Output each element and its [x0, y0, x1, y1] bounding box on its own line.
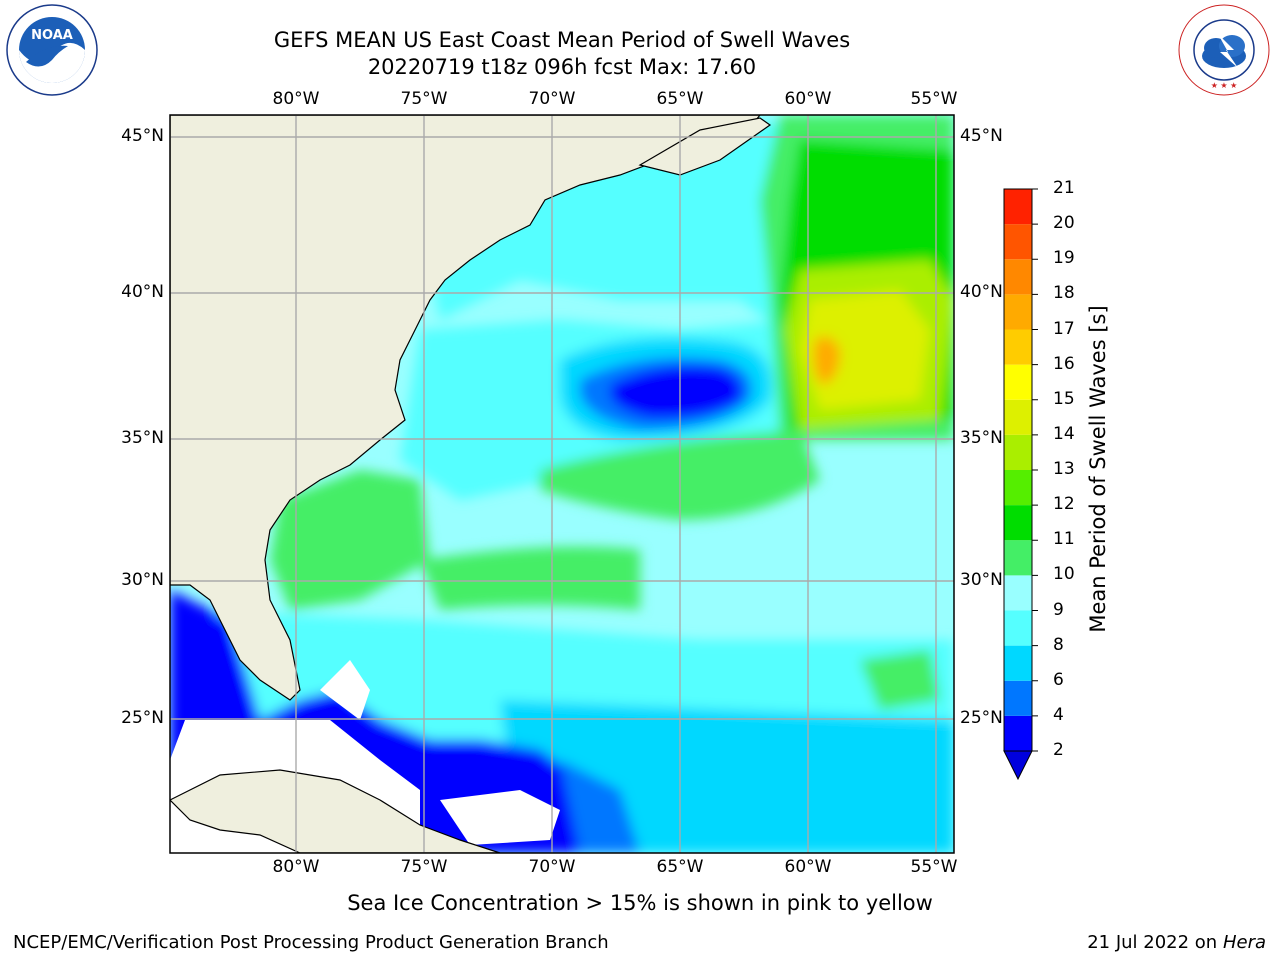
colorbar-segment — [1004, 540, 1032, 576]
lat-label-right: 35°N — [960, 428, 1003, 448]
footer-host: Hera — [1222, 932, 1266, 953]
lat-label-right: 45°N — [960, 126, 1003, 146]
sea-ice-note: Sea Ice Concentration > 15% is shown in … — [347, 891, 933, 915]
land-cuba — [170, 769, 501, 853]
colorbar-segment — [1004, 399, 1032, 435]
colorbar-segment — [1004, 329, 1032, 365]
colorbar-tick-label: 20 — [1053, 213, 1075, 234]
colorbar-tick-label: 21 — [1053, 178, 1075, 198]
lon-label-top: 80°W — [272, 89, 320, 109]
footer-credit: NCEP/EMC/Verification Post Processing Pr… — [13, 932, 609, 953]
lon-label-bottom: 65°W — [656, 857, 704, 877]
noaa-logo: NOAA — [6, 4, 98, 96]
colorbar-segment — [1004, 575, 1032, 611]
svg-text:★ ★ ★: ★ ★ ★ — [1211, 81, 1238, 90]
nws-logo: ★ ★ ★ — [1178, 4, 1270, 96]
map-frame — [169, 114, 955, 854]
lat-label-right: 40°N — [960, 282, 1003, 302]
colorbar — [1003, 188, 1038, 781]
lon-label-top: 65°W — [656, 89, 704, 109]
colorbar-under-arrow — [1003, 750, 1033, 781]
lat-label-left: 25°N — [121, 708, 164, 728]
colorbar-segment — [1004, 505, 1032, 541]
map-subtitle: 20220719 t18z 096h fcst Max: 17.60 — [367, 55, 757, 79]
colorbar-tick-label: 13 — [1053, 459, 1075, 479]
colorbar-segment — [1004, 189, 1032, 225]
lon-label-top: 70°W — [528, 89, 576, 109]
colorbar-tick-label: 19 — [1053, 248, 1075, 269]
lon-label-bottom: 55°W — [910, 857, 958, 877]
colorbar-segment — [1004, 294, 1032, 330]
colorbar-tick-label: 11 — [1053, 529, 1075, 550]
colorbar-tick-label: 12 — [1053, 494, 1075, 515]
lon-label-bottom: 80°W — [272, 857, 320, 877]
colorbar-tick-label: 8 — [1053, 634, 1064, 655]
lon-label-bottom: 75°W — [400, 857, 448, 877]
colorbar-segment — [1004, 470, 1032, 506]
lon-label-bottom: 70°W — [528, 857, 576, 877]
lat-label-left: 45°N — [121, 126, 164, 146]
colorbar-segment — [1004, 645, 1032, 681]
lon-label-top: 55°W — [910, 89, 958, 109]
graticule — [170, 115, 954, 853]
colorbar-label: Mean Period of Swell Waves [s] — [1086, 305, 1110, 633]
lat-label-left: 35°N — [121, 428, 164, 448]
swell-field — [170, 115, 954, 853]
map-title: GEFS MEAN US East Coast Mean Period of S… — [273, 28, 851, 52]
colorbar-segment — [1004, 715, 1032, 751]
colorbar-tick-label: 15 — [1053, 388, 1075, 409]
lon-label-bottom: 60°W — [784, 857, 832, 877]
noaa-logo-text: NOAA — [31, 28, 73, 43]
lon-label-top: 60°W — [784, 89, 832, 109]
colorbar-tick-label: 16 — [1053, 353, 1075, 374]
colorbar-tick-label: 4 — [1053, 704, 1064, 725]
colorbar-tick-label: 6 — [1053, 669, 1064, 690]
lon-label-top: 75°W — [400, 89, 448, 109]
footer-date-text: 21 Jul 2022 on — [1087, 932, 1223, 953]
land-north-america — [170, 115, 761, 701]
colorbar-segment — [1004, 434, 1032, 470]
colorbar-tick-label: 9 — [1053, 599, 1064, 620]
colorbar-tick-label: 17 — [1053, 318, 1075, 339]
colorbar-tick-label: 14 — [1053, 423, 1075, 444]
colorbar-tick-label: 18 — [1053, 283, 1075, 304]
lat-label-left: 40°N — [121, 282, 164, 302]
lat-label-right: 25°N — [960, 708, 1003, 728]
footer-date: 21 Jul 2022 on Hera — [1087, 932, 1266, 953]
colorbar-segment — [1004, 610, 1032, 646]
lat-label-left: 30°N — [121, 570, 164, 590]
lat-label-right: 30°N — [960, 570, 1003, 590]
colorbar-segment — [1004, 259, 1032, 295]
colorbar-tick-label: 2 — [1053, 740, 1064, 760]
colorbar-tick-label: 10 — [1053, 564, 1075, 585]
colorbar-segment — [1004, 364, 1032, 400]
colorbar-segment — [1004, 680, 1032, 716]
colorbar-segment — [1004, 224, 1032, 260]
